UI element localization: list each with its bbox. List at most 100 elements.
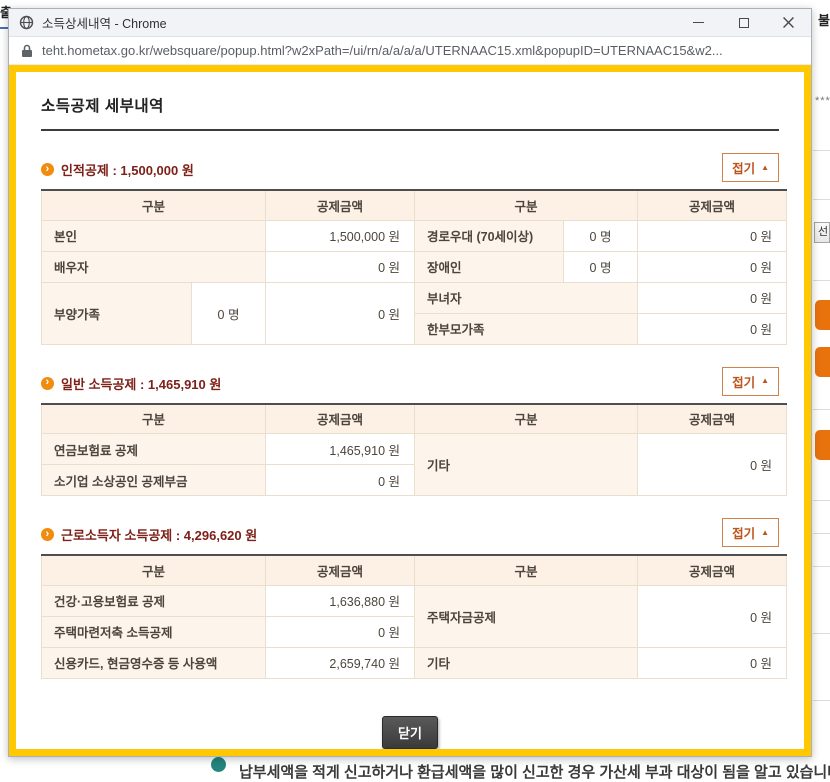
collapse-label: 접기 [732,527,756,541]
background-orange-button[interactable] [815,300,830,330]
column-header-category: 구분 [41,403,266,434]
table-row: 주택마련저축 소득공제 0 원 [41,615,787,648]
earned-deduction-table: 구분 공제금액 구분 공제금액 건강·고용보험료 공제 1,636,880 원 … [41,554,787,679]
general-deduction-table: 구분 공제금액 구분 공제금액 연금보험료 공제 1,465,910 원 기타 … [41,402,787,496]
column-header-amount: 공제금액 [637,403,787,434]
chrome-popup-window: 소득상세내역 - Chrome teht.hometax.go.kr/websq… [8,8,812,757]
section-bullet-icon [41,528,54,541]
row-label: 연금보험료 공제 [41,433,266,465]
collapse-button-earned[interactable]: 접기 ▲ [722,518,779,547]
triangle-up-icon: ▲ [761,376,769,385]
globe-icon [19,15,34,30]
row-amount: 0 원 [637,281,788,314]
column-header-amount: 공제금액 [637,554,787,586]
row-amount: 0 원 [265,250,416,283]
page-url[interactable]: teht.hometax.go.kr/websquare/popup.html?… [42,43,723,58]
column-header-category: 구분 [40,189,267,221]
section-title-earned: 근로소득자 소득공제 : 4,296,620 원 [41,525,257,547]
column-header-category: 구분 [414,554,638,586]
section-bullet-icon [41,376,54,390]
background-select-button[interactable]: 선 [814,222,830,243]
background-divider [813,280,830,281]
row-amount: 1,500,000 원 [265,219,416,252]
collapse-button-general[interactable]: 접기 ▲ [722,366,779,396]
row-amount: 0 원 [265,464,415,496]
window-titlebar: 소득상세내역 - Chrome [9,9,811,37]
table-header-row: 구분 공제금액 구분 공제금액 [41,403,787,434]
close-icon [783,17,794,28]
table-row: 부양가족 0 명 0 원 부녀자 0 원 [41,281,788,345]
row-amount: 2,659,740 원 [265,646,415,679]
background-divider [813,533,830,534]
background-divider [813,566,830,567]
row-amount: 0 원 [637,584,787,648]
table-row: 소기업 소상공인 공제부금 0 원 [41,464,787,496]
row-count: 0 명 [563,250,639,283]
column-header-amount: 공제금액 [265,554,415,586]
minimize-icon [693,21,704,24]
background-orange-button[interactable] [815,430,830,460]
row-label: 경로우대 (70세이상) [414,219,565,252]
background-divider [813,150,830,151]
collapse-button-personal[interactable]: 접기 ▲ [722,153,779,182]
background-divider [813,633,830,634]
background-check-icon [211,757,226,772]
row-label: 한부모가족 [414,312,639,345]
row-count: 0 명 [563,219,639,252]
collapse-label: 접기 [732,375,756,390]
personal-deduction-table: 구분 공제금액 구분 공제금액 본인 1,500,000 원 경로우대 (70세… [40,189,788,345]
collapse-label: 접기 [732,162,756,176]
background-divider [813,500,830,501]
column-header-amount: 공제금액 [637,189,788,221]
row-label: 기타 [414,646,638,679]
close-window-button[interactable] [766,9,811,36]
address-bar[interactable]: teht.hometax.go.kr/websquare/popup.html?… [9,37,811,65]
row-label: 건강·고용보험료 공제 [41,584,266,617]
section-title-text: 인적공제 : 1,500,000 원 [61,163,194,178]
background-notice-text: 납부세액을 적게 신고하거나 환급세액을 많이 신고한 경우 가산세 부과 대상… [239,764,830,781]
row-label: 장애인 [414,250,565,283]
row-amount: 0 원 [637,433,787,496]
row-count: 0 명 [190,281,267,345]
background-masked-text: **** [815,95,830,107]
table-row: 한부모가족 0 원 [42,312,788,345]
section-bullet-icon [41,163,54,176]
table-header-row: 구분 공제금액 구분 공제금액 [40,189,788,221]
section-title-text: 근로소득자 소득공제 : 4,296,620 원 [61,528,258,543]
triangle-up-icon: ▲ [761,527,769,537]
row-label: 본인 [40,219,267,252]
row-amount: 0 원 [265,615,415,648]
row-label: 부녀자 [414,281,639,314]
column-header-category: 구분 [414,189,639,221]
popup-content: 소득공제 세부내역 인적공제 : 1,500,000 원 접기 ▲ [16,72,804,749]
triangle-up-icon: ▲ [761,162,769,172]
close-button[interactable]: 닫기 [382,715,438,749]
section-title-personal: 인적공제 : 1,500,000 원 [41,160,194,182]
background-divider [813,700,830,701]
background-left-text: 출 [0,5,12,20]
section-title-text: 일반 소득공제 : 1,465,910 원 [61,376,222,392]
maximize-button[interactable] [721,9,766,36]
column-header-category: 구분 [414,403,638,434]
background-right-text: 불 [818,13,830,28]
lock-icon[interactable] [21,44,33,58]
background-orange-button[interactable] [815,347,830,377]
row-label: 부양가족 [41,281,192,345]
minimize-button[interactable] [676,9,721,36]
row-amount: 0 원 [637,646,787,679]
row-label: 배우자 [40,250,267,283]
row-label: 신용카드, 현금영수증 등 사용액 [41,646,266,679]
background-left-divider [0,27,9,29]
background-divider [813,409,830,410]
column-header-amount: 공제금액 [265,403,415,434]
title-divider [41,129,779,131]
table-row: 배우자 0 원 장애인 0 명 0 원 [40,250,788,283]
row-amount: 0 원 [637,250,788,283]
table-row: 건강·고용보험료 공제 1,636,880 원 주택자금공제 0 원 [41,584,787,648]
row-amount: 0 원 [637,312,788,345]
table-row: 본인 1,500,000 원 경로우대 (70세이상) 0 명 0 원 [40,219,788,252]
column-header-category: 구분 [41,554,266,586]
window-controls [676,9,811,36]
page-title: 소득공제 세부내역 [41,98,164,115]
table-row: 연금보험료 공제 1,465,910 원 기타 0 원 [41,433,787,496]
